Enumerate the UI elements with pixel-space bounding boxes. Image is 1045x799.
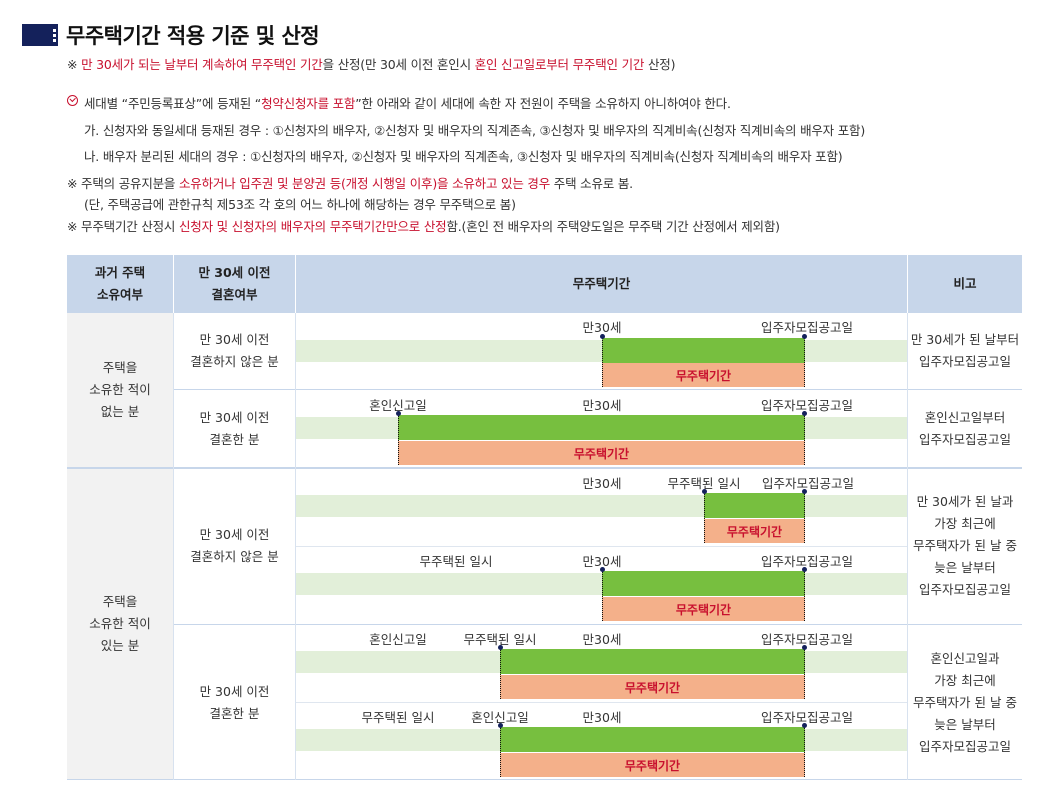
page-title: 무주택기간 적용 기준 및 산정	[66, 24, 320, 48]
row-divider	[296, 702, 907, 703]
timeline-green-bar	[398, 415, 805, 440]
married-cell-2: 만 30세 이전 결혼한 분	[199, 683, 270, 721]
check-circle-icon	[67, 95, 78, 106]
timeline-green-bar	[500, 727, 805, 752]
marker-line	[804, 413, 805, 465]
label-homeless-date: 무주택된 일시	[667, 476, 741, 491]
label-homeless-date: 무주택된 일시	[463, 632, 537, 647]
marker-line	[804, 491, 805, 543]
timeline-green-bar	[602, 571, 805, 596]
timeline-period-bar: 무주택기간	[500, 675, 805, 699]
unmarried-cell-2: 만 30세 이전 결혼하지 않은 분	[190, 527, 279, 564]
marker-line	[500, 725, 501, 777]
marker-line	[804, 647, 805, 699]
row-divider	[296, 546, 907, 547]
label-notice-date: 입주자모집공고일	[760, 632, 854, 647]
marker-line	[398, 413, 399, 465]
remark-1: 만 30세가 된 날부터 입주자모집공고일	[910, 332, 1020, 369]
timeline-period-bar: 무주택기간	[398, 441, 805, 465]
header-period: 무주택기간	[296, 255, 907, 313]
remark-3: 만 30세가 된 날과 가장 최근에 무주택자가 된 날 중 늦은 날부터 입주자모집공…	[913, 494, 1017, 597]
marker-dot	[802, 723, 807, 728]
col-divider	[173, 313, 174, 780]
label-notice-date: 입주자모집공고일	[760, 554, 854, 569]
label-age30: 만30세	[582, 476, 622, 491]
note-shared-ownership: ※ 주택의 공유지분을 소유하거나 입주권 및 분양권 등(개정 시행일 이후)…	[67, 176, 633, 191]
row-divider	[174, 389, 1022, 390]
timeline-period-bar: 무주택기간	[602, 363, 805, 387]
row-divider	[174, 624, 1022, 625]
marker-line	[804, 725, 805, 777]
label-notice-date: 입주자모집공고일	[761, 476, 855, 491]
label-age30: 만30세	[582, 554, 622, 569]
label-age30: 만30세	[582, 710, 622, 725]
marker-dot	[802, 489, 807, 494]
marker-dot	[802, 411, 807, 416]
marker-dot	[498, 645, 503, 650]
label-marriage-date: 혼인신고일	[369, 632, 427, 647]
marker-line	[602, 569, 603, 621]
marker-dot	[802, 334, 807, 339]
unmarried-cell-1: 만 30세 이전 결혼하지 않은 분	[190, 332, 279, 369]
label-age30: 만30세	[582, 398, 622, 413]
marker-dot	[802, 645, 807, 650]
marker-line	[804, 569, 805, 621]
timeline-green-bar	[500, 649, 805, 674]
note-exception: (단, 주택공급에 관한규칙 제53조 각 호의 어느 하나에 해당하는 경우 …	[84, 197, 516, 212]
timeline-green-bar	[602, 338, 805, 363]
marker-dot	[600, 567, 605, 572]
household-rule: 세대별 “주민등록표상”에 등재된 “청약신청자를 포함”한 아래와 같이 세대…	[84, 96, 731, 111]
col-divider	[295, 313, 296, 780]
item-ga: 가. 신청자와 동일세대 등재된 경우 : ①신청자의 배우자, ②신청자 및 …	[84, 123, 866, 138]
note-calculation: ※ 무주택기간 산정시 신청자 및 신청자의 배우자의 무주택기간만으로 산정함…	[67, 219, 780, 234]
marker-dot	[498, 723, 503, 728]
item-na: 나. 배우자 분리된 세대의 경우 : ①신청자의 배우자, ②신청자 및 배우…	[84, 149, 843, 164]
group-divider	[67, 467, 1022, 469]
remark-2: 혼인신고일부터 입주자모집공고일	[918, 409, 1011, 447]
marker-line	[602, 336, 603, 387]
label-age30: 만30세	[582, 320, 622, 335]
label-notice-date: 입주자모집공고일	[760, 398, 854, 413]
marker-dot	[702, 489, 707, 494]
label-homeless-date: 무주택된 일시	[361, 710, 435, 725]
marker-line	[704, 491, 705, 543]
marker-dot	[802, 567, 807, 572]
remark-4: 혼인신고일과 가장 최근에 무주택자가 된 날 중 늦은 날부터 입주자모집공고일	[913, 650, 1017, 754]
homeless-period-table: 과거 주택 소유여부 만 30세 이전 결혼여부 무주택기간 비고 주택을 소유한 적…	[67, 255, 1022, 780]
marker-line	[804, 336, 805, 387]
note-age30: ※ 만 30세가 되는 날부터 계속하여 무주택인 기간을 산정(만 30세 이…	[67, 57, 676, 72]
marker-line	[500, 647, 501, 699]
header-marriage: 만 30세 이전 결혼여부	[174, 255, 295, 313]
col-divider	[907, 313, 908, 780]
header-remarks: 비고	[908, 255, 1022, 313]
label-marriage-date: 혼인신고일	[471, 710, 529, 725]
label-notice-date: 입주자모집공고일	[760, 320, 854, 335]
title-decoration	[22, 24, 58, 46]
label-homeless-date: 무주택된 일시	[419, 554, 493, 569]
timeline-green-bar	[704, 493, 805, 518]
timeline-track	[296, 495, 907, 517]
timeline-period-bar: 무주택기간	[500, 753, 805, 777]
timeline-period-bar: 무주택기간	[602, 597, 805, 621]
group-never-owned: 주택을 소유한 적이 없는 분	[67, 313, 173, 467]
timeline-period-bar: 무주택기간	[704, 519, 805, 543]
married-cell-1: 만 30세 이전 결혼한 분	[199, 409, 270, 447]
label-notice-date: 입주자모집공고일	[760, 710, 854, 725]
label-marriage-date: 혼인신고일	[369, 398, 427, 413]
label-age30: 만30세	[582, 632, 622, 647]
group-owned: 주택을 소유한 적이 있는 분	[67, 468, 173, 780]
marker-dot	[396, 411, 401, 416]
marker-dot	[600, 334, 605, 339]
table-bottom-border	[67, 779, 1022, 780]
header-ownership: 과거 주택 소유여부	[67, 255, 173, 313]
